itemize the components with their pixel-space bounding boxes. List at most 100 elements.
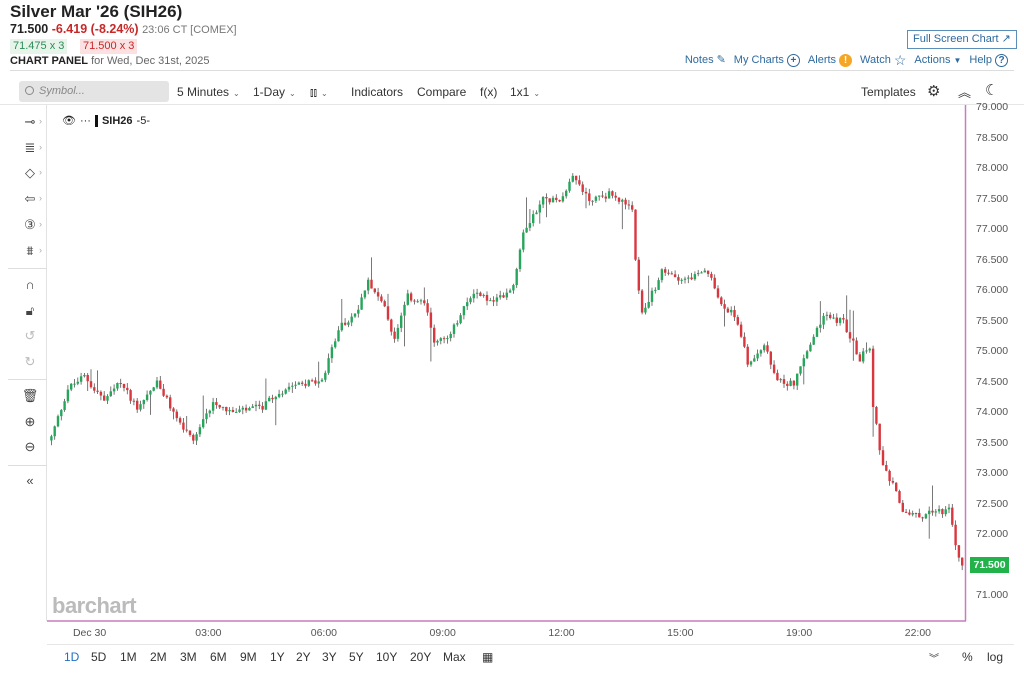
candle-body — [687, 277, 690, 279]
price-chart[interactable] — [47, 105, 967, 622]
candle-body — [614, 195, 617, 198]
indicators-button[interactable]: Indicators — [351, 85, 404, 99]
timeframe-20y[interactable]: 20Y — [410, 650, 432, 664]
candle-body — [231, 409, 235, 412]
full-screen-chart-button[interactable]: Full Screen Chart ↗ — [907, 30, 1017, 49]
candle-body — [291, 385, 294, 387]
zoom-in-icon[interactable]: ⊕ — [24, 414, 36, 429]
arrow-tool-icon[interactable]: ⇦ › — [24, 191, 42, 206]
x-tick-label: 19:00 — [785, 627, 813, 639]
series-color-swatch — [94, 114, 98, 127]
timeframe-6m[interactable]: 6M — [210, 650, 227, 664]
undo-icon[interactable]: ↺ — [24, 328, 36, 343]
timeframe-1d[interactable]: 1D — [64, 650, 80, 664]
timeframe-1m[interactable]: 1M — [120, 650, 137, 664]
templates-button[interactable]: Templates — [861, 85, 916, 99]
candle-body — [541, 196, 545, 205]
log-toggle[interactable]: log — [987, 650, 1004, 664]
divider — [47, 644, 1014, 645]
timeframe-3y[interactable]: 3Y — [322, 650, 337, 664]
collapse-left-icon[interactable]: « — [26, 473, 34, 488]
star-icon: ☆ — [893, 52, 907, 68]
compare-button[interactable]: Compare — [417, 85, 467, 99]
quote-time: 23:06 CT [COMEX] — [142, 24, 237, 36]
alerts-link[interactable]: Alerts! — [808, 54, 853, 67]
candle-body — [317, 381, 320, 384]
my-charts-link[interactable]: My Charts + — [734, 54, 800, 67]
chart-type-dropdown[interactable]: ⫾⫾ ⌄ — [310, 85, 328, 100]
candle-body — [129, 390, 132, 401]
interval-dropdown[interactable]: 5 Minutes ⌄ — [177, 85, 240, 99]
candle-body — [561, 196, 565, 202]
chevron-down-icon: ⌄ — [289, 89, 296, 98]
watch-link[interactable]: Watch ☆ — [860, 52, 907, 68]
interval-label: 5 Minutes — [177, 85, 230, 99]
calendar-icon[interactable]: ▦ — [482, 650, 494, 664]
timeframe-9m[interactable]: 9M — [240, 650, 257, 664]
timeframe-2m[interactable]: 2M — [150, 650, 167, 664]
candle-body — [172, 408, 175, 412]
y-tick-label: 75.500 — [976, 314, 1009, 327]
candle-body — [271, 397, 274, 400]
candle-body — [865, 350, 868, 352]
candle-body — [581, 184, 584, 192]
candle-body — [644, 307, 647, 313]
fx-button[interactable]: f(x) — [480, 85, 498, 99]
candle-body — [60, 410, 63, 417]
timeframe-3m[interactable]: 3M — [180, 650, 197, 664]
more-icon[interactable]: ··· — [79, 114, 91, 127]
shape-tool-icon[interactable]: ◇ › — [25, 165, 42, 180]
actions-dropdown[interactable]: Actions ▼ — [914, 54, 961, 67]
barchart-logo: barchart — [52, 593, 137, 618]
timeframe-10y[interactable]: 10Y — [376, 650, 398, 664]
timeframe-5y[interactable]: 5Y — [349, 650, 364, 664]
line-tool-icon[interactable]: ⊸ › — [24, 114, 42, 129]
gear-icon[interactable]: ⚙ — [927, 83, 941, 100]
eye-icon[interactable]: 👁︎ — [62, 115, 76, 127]
candle-body — [565, 190, 568, 197]
price-axis[interactable]: 79.000 78.500 78.000 77.500 77.000 76.500 76.0… — [968, 100, 1024, 625]
range-dropdown[interactable]: 1-Day ⌄ — [253, 85, 296, 99]
fib-tool-icon[interactable]: ≣ › — [24, 140, 42, 155]
caret-down-icon: ▼ — [953, 56, 962, 65]
collapse-up-icon[interactable]: ︽ — [958, 85, 972, 100]
notes-link[interactable]: Notes ✎ — [685, 54, 726, 67]
candle-body — [574, 175, 578, 181]
candle-body — [162, 388, 165, 396]
percent-toggle[interactable]: % — [962, 650, 973, 664]
unlock-icon[interactable]: 🔓︎ — [25, 303, 35, 318]
y-tick-label: 78.500 — [976, 131, 1009, 144]
expand-down-icon[interactable]: ︾ — [929, 654, 939, 665]
candle-body — [753, 358, 756, 362]
zoom-out-icon[interactable]: ⊖ — [24, 439, 36, 454]
measure-tool-icon[interactable]: ⩩ › — [26, 243, 42, 258]
x-tick-label: 03:00 — [195, 627, 222, 639]
magnet-icon[interactable]: ∩ — [25, 277, 35, 292]
candle-body — [63, 401, 66, 411]
candle-body — [673, 274, 677, 278]
candle-body — [786, 383, 789, 386]
symbol-search-input[interactable]: Symbol... — [19, 81, 169, 102]
candle-body — [607, 191, 611, 199]
candle-body — [198, 427, 202, 435]
candle-body — [756, 353, 759, 359]
candle-body — [733, 309, 736, 318]
candle-body — [56, 416, 60, 427]
candle-body — [109, 391, 112, 397]
trash-icon[interactable]: 🗑︎ — [21, 388, 39, 403]
timeframe-2y[interactable]: 2Y — [296, 650, 311, 664]
annotation-tool-icon[interactable]: ③ › — [24, 217, 42, 232]
timeframe-5d[interactable]: 5D — [91, 650, 107, 664]
y-tick-label: 71.000 — [976, 589, 1009, 601]
timeframe-max[interactable]: Max — [443, 650, 466, 664]
candle-body — [772, 364, 776, 373]
candles — [50, 173, 964, 571]
dark-mode-moon-icon[interactable]: ☾ — [985, 82, 999, 99]
redo-icon[interactable]: ↻ — [24, 354, 36, 369]
timeframe-1y[interactable]: 1Y — [270, 650, 285, 664]
y-tick-label: 77.000 — [976, 223, 1009, 235]
help-link[interactable]: Help? — [969, 54, 1008, 67]
layout-dropdown[interactable]: 1x1 ⌄ — [510, 85, 540, 99]
candle-body — [822, 315, 825, 325]
candle-body — [235, 411, 238, 413]
